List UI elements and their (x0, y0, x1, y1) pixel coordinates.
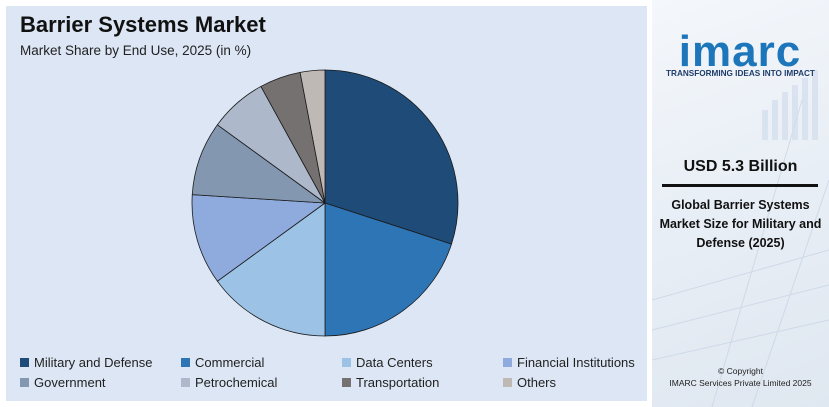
legend-label: Financial Institutions (517, 355, 635, 370)
side-panel: imarc TRANSFORMING IDEAS INTO IMPACT USD… (652, 0, 829, 407)
legend-label: Government (34, 375, 106, 390)
legend-label: Military and Defense (34, 355, 153, 370)
legend-item: Financial Institutions (503, 355, 645, 370)
legend-item: Petrochemical (181, 375, 342, 390)
chart-panel: Barrier Systems Market Market Share by E… (6, 6, 647, 401)
copyright: © Copyright IMARC Services Private Limit… (652, 365, 829, 389)
pie-slice-commercial (324, 202, 452, 337)
pie-slice-others (299, 69, 326, 204)
chart-title: Barrier Systems Market (20, 12, 266, 37)
pie-slice-data-centers (216, 202, 326, 337)
pie-slice-financial-institutions (191, 194, 327, 282)
market-value-description: Global Barrier Systems Market Size for M… (659, 198, 822, 250)
background-decoration (652, 70, 829, 407)
legend-swatch (181, 358, 190, 367)
market-value: USD 5.3 Billion (683, 158, 798, 175)
legend-item: Commercial (181, 355, 342, 370)
legend-item: Others (503, 375, 645, 390)
pie-chart (191, 69, 459, 337)
chart-legend: Military and Defense Commercial Data Cente… (20, 355, 645, 390)
legend-swatch (342, 378, 351, 387)
legend-label: Transportation (356, 375, 440, 390)
legend-swatch (342, 358, 351, 367)
value-divider (662, 184, 818, 187)
pie-slice-military-and-defense (324, 69, 459, 245)
chart-subtitle: Market Share by End Use, 2025 (in %) (20, 43, 252, 58)
legend-swatch (20, 358, 29, 367)
legend-label: Commercial (195, 355, 265, 370)
legend-item: Military and Defense (20, 355, 181, 370)
legend-label: Data Centers (356, 355, 433, 370)
legend-swatch (503, 358, 512, 367)
legend-item: Government (20, 375, 181, 390)
logo-tagline: TRANSFORMING IDEAS INTO IMPACT (666, 69, 815, 78)
legend-swatch (181, 378, 190, 387)
legend-swatch (503, 378, 512, 387)
legend-label: Others (517, 375, 557, 390)
legend-item: Data Centers (342, 355, 503, 370)
legend-label: Petrochemical (195, 375, 278, 390)
imarc-logo: imarc (678, 27, 802, 76)
legend-swatch (20, 378, 29, 387)
legend-item: Transportation (342, 375, 503, 390)
copyright-line-2: IMARC Services Private Limited 2025 (669, 378, 812, 388)
copyright-line-1: © Copyright (717, 366, 763, 376)
